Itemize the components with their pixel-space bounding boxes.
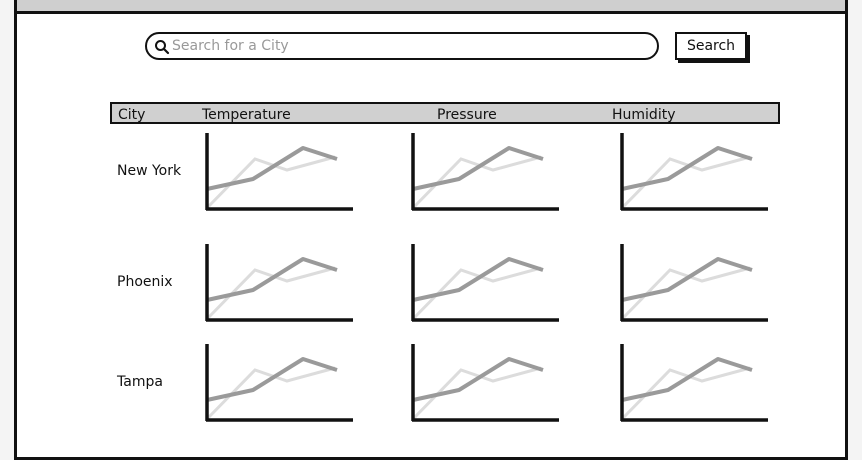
primary-trend-line bbox=[412, 257, 544, 302]
sparkline-chart-pressure bbox=[411, 133, 559, 211]
column-header-humidity: Humidity bbox=[612, 107, 676, 123]
city-label: Phoenix bbox=[117, 274, 173, 290]
sparkline-chart-pressure bbox=[411, 244, 559, 322]
title-bar bbox=[17, 0, 845, 14]
sparkline-chart-humidity bbox=[620, 344, 768, 422]
column-header-pressure: Pressure bbox=[437, 107, 497, 123]
secondary-trend-line bbox=[205, 366, 336, 421]
sparkline-chart-humidity bbox=[620, 244, 768, 322]
primary-trend-line bbox=[621, 357, 753, 402]
primary-trend-line bbox=[206, 357, 338, 402]
city-label: New York bbox=[117, 163, 182, 179]
sparkline-chart-humidity bbox=[620, 133, 768, 211]
table-header: City Temperature Pressure Humidity bbox=[110, 102, 780, 124]
primary-trend-line bbox=[412, 357, 544, 402]
secondary-trend-line bbox=[620, 155, 751, 210]
secondary-trend-line bbox=[205, 155, 336, 210]
search-icon bbox=[155, 40, 170, 55]
sparkline-chart-pressure bbox=[411, 344, 559, 422]
app-window: Search City Temperature Pressure Humidit… bbox=[14, 0, 848, 460]
primary-trend-line bbox=[206, 257, 338, 302]
secondary-trend-line bbox=[620, 366, 751, 421]
column-header-city: City bbox=[118, 107, 146, 123]
secondary-trend-line bbox=[411, 266, 542, 321]
secondary-trend-line bbox=[205, 266, 336, 321]
primary-trend-line bbox=[621, 257, 753, 302]
secondary-trend-line bbox=[620, 266, 751, 321]
secondary-trend-line bbox=[411, 366, 542, 421]
sparkline-chart-temperature bbox=[205, 244, 353, 322]
sparkline-chart-temperature bbox=[205, 133, 353, 211]
search-input[interactable] bbox=[172, 36, 642, 56]
secondary-trend-line bbox=[411, 155, 542, 210]
primary-trend-line bbox=[621, 146, 753, 191]
primary-trend-line bbox=[412, 146, 544, 191]
city-label: Tampa bbox=[117, 374, 163, 390]
primary-trend-line bbox=[206, 146, 338, 191]
search-button[interactable]: Search bbox=[675, 32, 747, 60]
search-box[interactable] bbox=[145, 32, 659, 60]
sparkline-chart-temperature bbox=[205, 344, 353, 422]
column-header-temperature: Temperature bbox=[202, 107, 291, 123]
